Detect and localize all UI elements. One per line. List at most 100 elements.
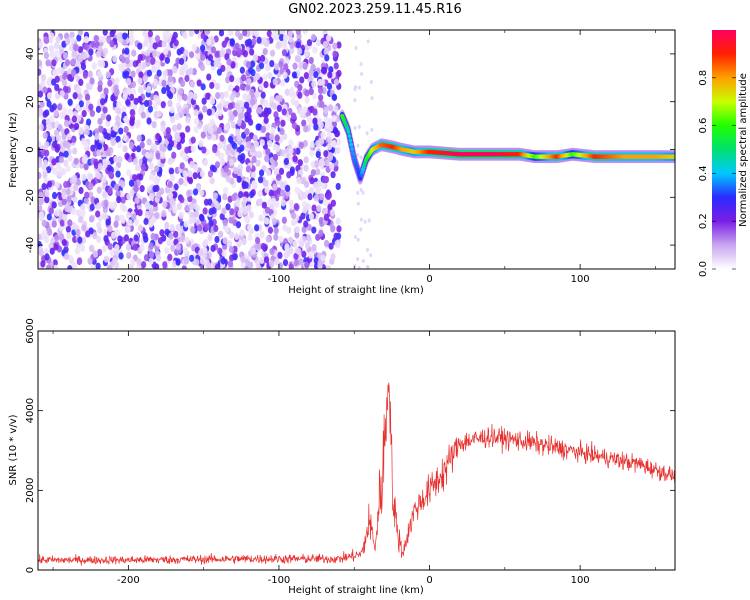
noise-cell [239, 83, 245, 91]
noise-cell [85, 118, 92, 126]
spectrogram-y-ticks: -40 -20 0 20 40 [25, 48, 675, 253]
noise-cell [359, 217, 363, 222]
noise-cell [133, 234, 139, 242]
noise-cell [268, 133, 275, 141]
noise-cell [97, 59, 103, 67]
colorbar-ticks: 0.0 0.2 0.4 0.6 0.8 [698, 70, 736, 277]
noise-cell [250, 69, 256, 77]
noise-cell [179, 80, 186, 88]
noise-cell [282, 71, 288, 79]
noise-cell [55, 162, 62, 170]
noise-cell [136, 134, 142, 142]
noise-cell [252, 134, 258, 142]
noise-cell [142, 74, 148, 83]
noise-cell [242, 50, 248, 58]
noise-cell [49, 50, 55, 59]
noise-cell [199, 189, 205, 197]
noise-cell [323, 48, 329, 56]
noise-cell [101, 35, 107, 44]
noise-cell [360, 71, 364, 76]
noise-cell [133, 218, 139, 226]
noise-cell [161, 40, 167, 48]
noise-cell [184, 236, 190, 244]
noise-cell [304, 96, 310, 104]
noise-cell [182, 93, 188, 102]
spectrogram-x-ticks: -200 -100 0 100 [52, 30, 656, 285]
noise-cell [147, 30, 154, 38]
noise-cell [155, 191, 162, 200]
noise-cell [51, 201, 57, 209]
noise-cell [280, 30, 286, 35]
noise-cell [58, 156, 64, 164]
noise-cell [129, 36, 135, 44]
noise-cell [93, 250, 99, 258]
noise-cell [101, 212, 107, 220]
noise-cell [112, 124, 118, 132]
noise-cell [129, 93, 135, 101]
noise-cell [44, 149, 50, 157]
noise-cell [122, 134, 128, 142]
noise-cell [199, 170, 205, 178]
noise-cell [236, 47, 242, 56]
noise-cell [61, 198, 67, 206]
noise-cell [311, 204, 317, 212]
noise-cell [323, 106, 329, 114]
noise-cell [88, 244, 95, 253]
noise-cell [38, 123, 44, 131]
noise-cell [120, 180, 126, 188]
noise-cell [113, 220, 119, 228]
noise-cell [43, 247, 49, 256]
noise-cell [302, 30, 308, 35]
noise-cell [71, 115, 78, 123]
noise-cell [253, 140, 259, 148]
x-tick-label: -200 [117, 274, 140, 285]
noise-cell [254, 236, 261, 245]
noise-cell [164, 56, 171, 64]
noise-cell [62, 213, 68, 222]
noise-cell [301, 192, 307, 200]
noise-cell [281, 49, 288, 57]
noise-cell [192, 188, 199, 196]
noise-cell [241, 180, 247, 188]
noise-cell [203, 238, 209, 247]
noise-cell [129, 108, 135, 117]
noise-cell [155, 63, 161, 71]
noise-cell [99, 98, 106, 106]
noise-cell [258, 214, 264, 222]
noise-cell [188, 51, 195, 59]
noise-cell [275, 119, 281, 127]
noise-cell [214, 82, 221, 90]
noise-cell [179, 162, 185, 170]
noise-cell [263, 99, 269, 107]
noise-cell [212, 145, 218, 154]
noise-cell [113, 155, 119, 163]
noise-cell [66, 195, 72, 203]
noise-cell [103, 131, 109, 140]
noise-cell [202, 105, 208, 113]
noise-cell [82, 71, 88, 79]
noise-cell [291, 71, 297, 79]
noise-cell [135, 164, 141, 172]
noise-cell [63, 180, 69, 189]
noise-cell [206, 262, 212, 269]
noise-cell [218, 230, 224, 238]
noise-cell [198, 249, 204, 257]
noise-cell [326, 82, 333, 91]
noise-cell [329, 163, 335, 171]
noise-cell [156, 110, 163, 118]
noise-cell [109, 249, 115, 257]
noise-cell [175, 135, 181, 143]
noise-cell [264, 217, 270, 225]
noise-cell [302, 206, 308, 214]
noise-cell [157, 40, 164, 48]
noise-cell [209, 118, 215, 126]
noise-cell [163, 48, 169, 56]
x-tick-label: 0 [426, 575, 432, 586]
noise-cell [249, 60, 256, 68]
noise-cell [182, 31, 188, 40]
noise-cell [64, 252, 70, 261]
noise-cell [53, 49, 60, 57]
noise-cell [107, 79, 113, 87]
noise-cell [136, 258, 142, 266]
noise-cell [49, 115, 55, 123]
